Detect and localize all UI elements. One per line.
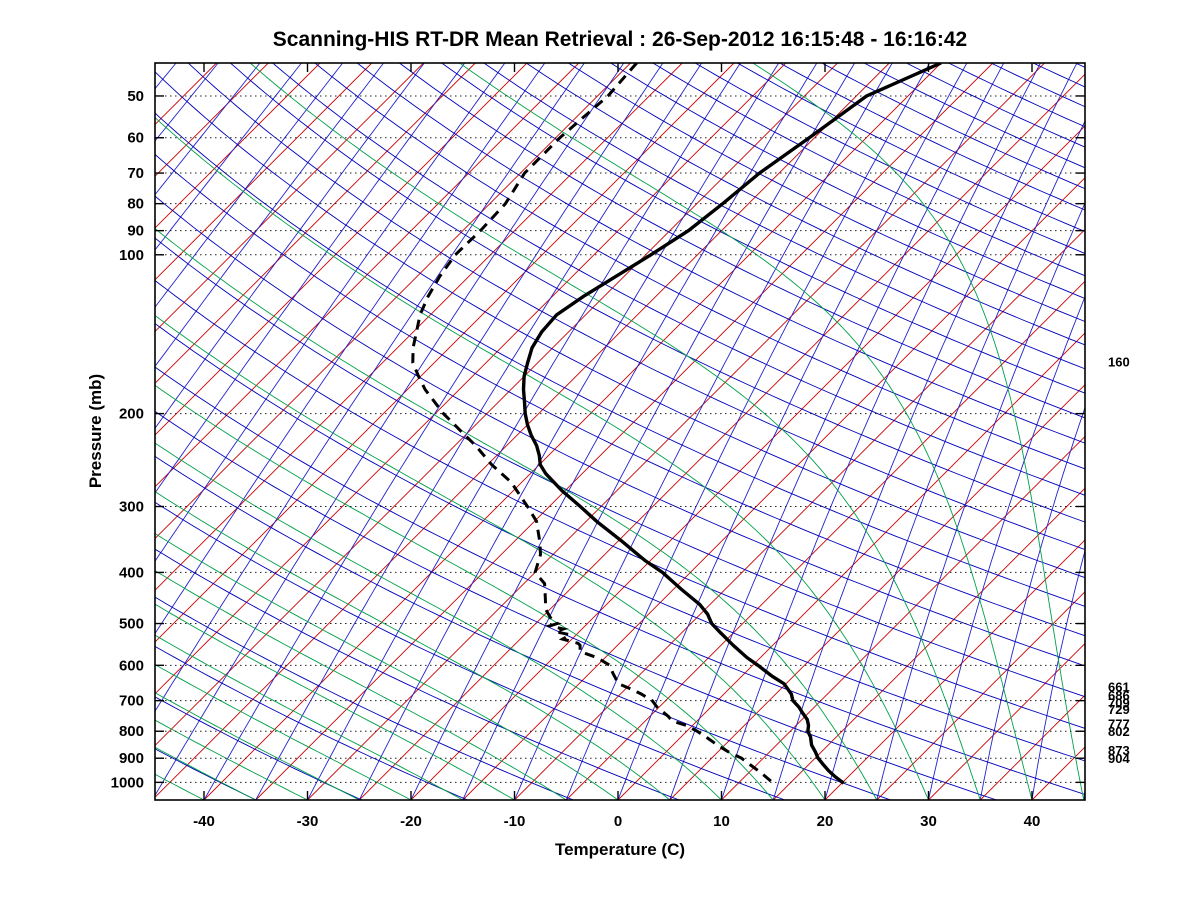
svg-text:-20: -20 [400,813,422,830]
svg-text:70: 70 [127,165,144,182]
svg-text:20: 20 [817,813,834,830]
svg-text:90: 90 [127,223,144,240]
svg-text:873: 873 [1108,743,1130,758]
svg-text:400: 400 [119,564,144,581]
svg-text:500: 500 [119,616,144,633]
svg-text:10: 10 [713,813,730,830]
svg-text:200: 200 [119,406,144,423]
svg-text:40: 40 [1024,813,1041,830]
svg-text:661: 661 [1108,680,1130,695]
svg-text:160: 160 [1108,354,1130,369]
svg-text:904: 904 [1108,751,1130,766]
pressure-gridlines [155,95,1085,783]
svg-text:1000: 1000 [111,774,144,791]
svg-text:800: 800 [119,723,144,740]
svg-text:600: 600 [119,657,144,674]
svg-text:80: 80 [127,196,144,213]
svg-text:777: 777 [1108,717,1130,732]
x-axis-label: Temperature (C) [554,840,686,859]
svg-text:700: 700 [119,693,144,710]
svg-text:-10: -10 [504,813,526,830]
svg-text:729: 729 [1108,702,1130,717]
svg-text:100: 100 [119,247,144,264]
svg-text:709: 709 [1108,696,1130,711]
chart-title: Scanning-HIS RT-DR Mean Retrieval : 26-S… [272,28,968,51]
svg-text:-40: -40 [193,813,215,830]
axes-and-labels: 5060708090100200300400500600700800900100… [111,62,1130,830]
isopleth-grid [155,63,1085,800]
sounding-profiles [411,63,942,785]
svg-text:0: 0 [614,813,622,830]
svg-text:686: 686 [1108,688,1130,703]
svg-text:-30: -30 [297,813,319,830]
svg-text:802: 802 [1108,724,1130,739]
svg-text:300: 300 [119,499,144,516]
svg-text:30: 30 [920,813,937,830]
svg-text:900: 900 [119,750,144,767]
svg-text:50: 50 [127,88,144,105]
svg-text:60: 60 [127,130,144,147]
